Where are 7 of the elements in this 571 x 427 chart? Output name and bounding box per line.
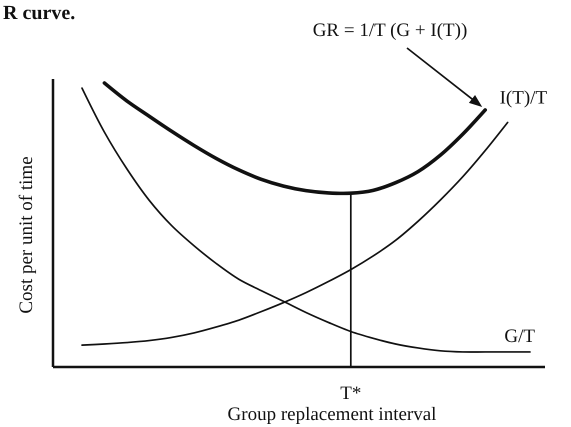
text: T* — [340, 383, 362, 404]
series-label: I(T)/T — [500, 87, 548, 108]
y-axis-title: Cost per unit of time — [16, 156, 37, 314]
x-axis-title: Group replacement interval — [228, 404, 436, 425]
text: GR = 1/T (G + I(T)) — [312, 20, 468, 41]
text: R curve. — [3, 2, 76, 24]
series-label: G/T — [504, 326, 536, 347]
